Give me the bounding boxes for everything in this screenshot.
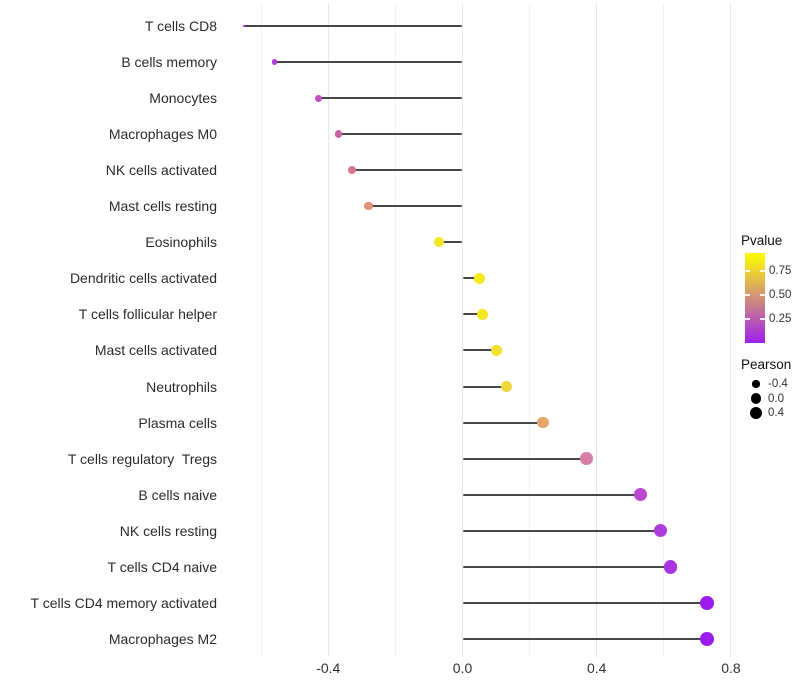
lollipop-dot	[500, 380, 512, 393]
gridline-minor	[529, 4, 531, 657]
lollipop-dot	[633, 488, 647, 502]
y-axis-label: Mast cells activated	[94, 342, 217, 359]
lollipop-dot	[473, 273, 485, 284]
y-axis-label: Monocytes	[149, 90, 217, 107]
y-axis-label: Neutrophils	[146, 378, 217, 395]
y-axis-label: T cells CD4 memory activated	[30, 594, 217, 611]
colorbar-tick-label: 0.50	[769, 289, 792, 302]
gridline-minor	[394, 4, 396, 657]
lollipop-dot	[700, 595, 715, 610]
lollipop-stem	[244, 25, 463, 28]
pearson-legend-dot	[750, 393, 762, 404]
lollipop-dot	[243, 24, 246, 28]
colorbar-tick	[745, 318, 750, 321]
x-tick-label: 0.4	[587, 660, 607, 676]
lollipop-stem	[318, 97, 463, 100]
y-axis-label: T cells regulatory Tregs	[67, 450, 217, 467]
lollipop-dot	[477, 309, 488, 320]
pearson-legend-label: -0.4	[768, 378, 788, 390]
y-axis-label: Macrophages M2	[108, 630, 217, 647]
y-axis-label: NK cells activated	[105, 162, 217, 179]
pearson-legend-dot	[752, 380, 760, 388]
lollipop-dot	[537, 416, 549, 429]
lollipop-stem	[462, 493, 641, 496]
colorbar-tick-label: 0.75	[769, 265, 792, 278]
lollipop-stem	[439, 241, 463, 244]
y-axis-label: NK cells resting	[119, 522, 217, 539]
colorbar-tick	[760, 270, 765, 273]
pearson-legend-dot	[749, 406, 763, 420]
lollipop-dot	[314, 94, 322, 102]
lollipop-stem	[338, 133, 463, 136]
lollipop-stem	[462, 529, 661, 532]
lollipop-stem	[462, 313, 483, 316]
y-axis-label: T cells CD8	[144, 18, 217, 35]
pearson-legend-title: Pearson	[741, 357, 792, 372]
colorbar-tick	[760, 318, 765, 321]
lollipop-dot	[663, 559, 678, 574]
lollipop-stem	[274, 61, 463, 64]
gridline-major	[730, 4, 732, 657]
gridline-major	[596, 4, 598, 657]
lollipop-stem	[462, 349, 497, 352]
pearson-legend-label: 0.0	[768, 392, 784, 405]
lollipop-dot	[334, 130, 343, 138]
pvalue-colorbar	[745, 253, 765, 343]
lollipop-stem	[462, 601, 708, 604]
x-tick-label: -0.4	[316, 660, 341, 676]
lollipop-dot	[364, 202, 373, 211]
y-axis-label: T cells follicular helper	[78, 306, 217, 323]
colorbar-tick	[745, 294, 750, 297]
gridline-major	[327, 4, 329, 657]
lollipop-stem	[462, 565, 671, 568]
y-axis-label: Plasma cells	[138, 414, 217, 431]
lollipop-stem	[462, 457, 587, 460]
lollipop-stem	[462, 277, 480, 280]
x-tick-label: 0.0	[452, 660, 473, 676]
lollipop-stem	[368, 205, 463, 208]
colorbar-tick	[745, 270, 750, 273]
colorbar-tick	[760, 294, 765, 297]
y-axis-label: Macrophages M0	[108, 126, 217, 143]
lollipop-stem	[462, 385, 507, 388]
lollipop-stem	[351, 169, 463, 172]
gridline-minor	[260, 4, 262, 657]
y-axis-label: T cells CD4 naive	[107, 558, 217, 575]
lollipop-dot	[347, 166, 356, 175]
pearson-legend-label: 0.4	[768, 407, 784, 420]
gridline-minor	[663, 4, 665, 657]
y-axis-label: B cells naive	[138, 486, 217, 503]
lollipop-dot	[434, 237, 444, 248]
gridline-major	[462, 4, 463, 657]
lollipop-dot	[700, 631, 715, 646]
lollipop-dot	[490, 344, 502, 356]
colorbar-tick-label: 0.25	[769, 313, 792, 326]
x-tick-label: 0.8	[721, 660, 741, 676]
y-axis-label: Mast cells resting	[108, 198, 217, 215]
lollipop-stem	[462, 421, 544, 424]
lollipop-dot	[653, 524, 668, 538]
y-axis-label: B cells memory	[121, 54, 217, 71]
lollipop-dot	[271, 59, 278, 65]
pvalue-legend-title: Pvalue	[741, 233, 783, 248]
lollipop-stem	[462, 637, 708, 640]
y-axis-label: Dendritic cells activated	[69, 270, 217, 287]
lollipop-dot	[580, 452, 593, 465]
y-axis-label: Eosinophils	[145, 234, 217, 251]
